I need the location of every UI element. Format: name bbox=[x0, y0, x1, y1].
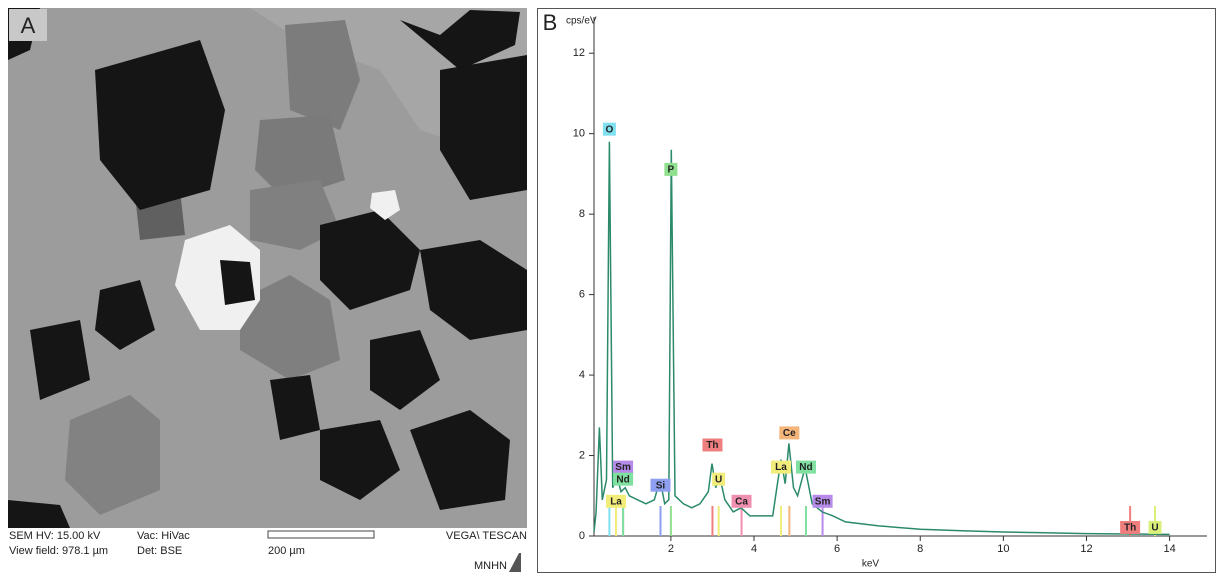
panel-label: B bbox=[543, 10, 558, 35]
x-tick-label: 6 bbox=[834, 543, 840, 555]
vacuum: Vac: HiVac bbox=[137, 530, 190, 542]
y-tick-label: 4 bbox=[579, 369, 585, 381]
element-label-box bbox=[771, 460, 792, 474]
grain bbox=[240, 275, 340, 380]
element-label-box bbox=[613, 472, 634, 486]
pore bbox=[95, 40, 225, 210]
grain bbox=[285, 20, 360, 130]
instrument: VEGA\ TESCAN bbox=[446, 530, 527, 542]
element-label: Nd bbox=[799, 462, 812, 473]
y-tick-label: 10 bbox=[573, 128, 585, 140]
pore bbox=[95, 280, 155, 350]
x-tick-label: 12 bbox=[1080, 543, 1092, 555]
element-label-box bbox=[1148, 520, 1162, 534]
pore bbox=[320, 210, 420, 310]
element-label: Th bbox=[706, 440, 718, 451]
x-tick-label: 8 bbox=[917, 543, 923, 555]
pore bbox=[440, 55, 527, 200]
element-label: O bbox=[605, 124, 613, 135]
sem-image: A bbox=[8, 8, 527, 528]
element-label: Th bbox=[1124, 523, 1136, 534]
element-label-box bbox=[613, 460, 634, 474]
element-label-box bbox=[702, 438, 723, 452]
pore bbox=[320, 420, 400, 500]
element-label: P bbox=[668, 165, 675, 176]
y-tick-label: 6 bbox=[579, 289, 585, 301]
x-axis-label: keV bbox=[862, 559, 880, 570]
grain bbox=[250, 180, 340, 250]
pore bbox=[8, 500, 70, 528]
element-label-box bbox=[731, 494, 752, 508]
y-tick-label: 8 bbox=[579, 208, 585, 220]
bright-grain bbox=[370, 190, 400, 220]
x-tick-label: 4 bbox=[751, 543, 757, 555]
scale-bar bbox=[267, 530, 375, 539]
element-label: Si bbox=[656, 480, 666, 491]
element-label: Sm bbox=[615, 462, 631, 473]
element-label: Sm bbox=[815, 496, 831, 507]
x-tick-label: 10 bbox=[997, 543, 1009, 555]
grain bbox=[255, 115, 345, 200]
x-tick-label: 2 bbox=[668, 543, 674, 555]
element-label: U bbox=[1151, 523, 1158, 534]
pore bbox=[370, 330, 440, 410]
scale-label: 200 µm bbox=[268, 545, 305, 557]
sem-hv: SEM HV: 15.00 kV bbox=[9, 530, 101, 542]
view-field: View field: 978.1 µm bbox=[9, 545, 108, 557]
y-tick-label: 0 bbox=[579, 530, 585, 542]
element-label-box bbox=[779, 426, 800, 440]
lab: MNHN bbox=[474, 560, 507, 572]
element-label-box bbox=[712, 472, 726, 486]
pore bbox=[410, 410, 510, 510]
element-label: Ca bbox=[735, 496, 748, 507]
panel-frame bbox=[537, 8, 1216, 573]
element-label-box bbox=[812, 494, 833, 508]
element-label: La bbox=[610, 496, 622, 507]
element-label-box bbox=[1120, 520, 1141, 534]
spectrum-line bbox=[593, 141, 1170, 536]
x-tick-label: 14 bbox=[1163, 543, 1175, 555]
bright-grain bbox=[175, 225, 260, 330]
label-box bbox=[9, 9, 47, 41]
element-label: La bbox=[775, 462, 787, 473]
pore bbox=[400, 10, 520, 70]
element-label: U bbox=[715, 474, 722, 485]
element-label-box bbox=[606, 494, 627, 508]
y-tick-label: 2 bbox=[579, 449, 585, 461]
panel-label: A bbox=[21, 13, 36, 38]
grain bbox=[65, 395, 160, 515]
sem-info-bar: SEM HV: 15.00 kV View field: 978.1 µm Va… bbox=[9, 530, 527, 572]
y-axis-label: cps/eV bbox=[566, 16, 597, 27]
pore bbox=[270, 375, 320, 440]
element-label: Ce bbox=[783, 428, 796, 439]
element-label-box bbox=[664, 162, 678, 176]
element-label-box bbox=[650, 478, 671, 492]
element-label: Nd bbox=[616, 474, 629, 485]
detector: Det: BSE bbox=[137, 545, 182, 557]
logo bbox=[509, 553, 521, 572]
element-label-box bbox=[795, 460, 816, 474]
pore bbox=[420, 240, 527, 340]
pore bbox=[220, 260, 255, 305]
pore bbox=[30, 320, 90, 400]
y-tick-label: 12 bbox=[573, 47, 585, 59]
element-label-box bbox=[602, 122, 616, 136]
